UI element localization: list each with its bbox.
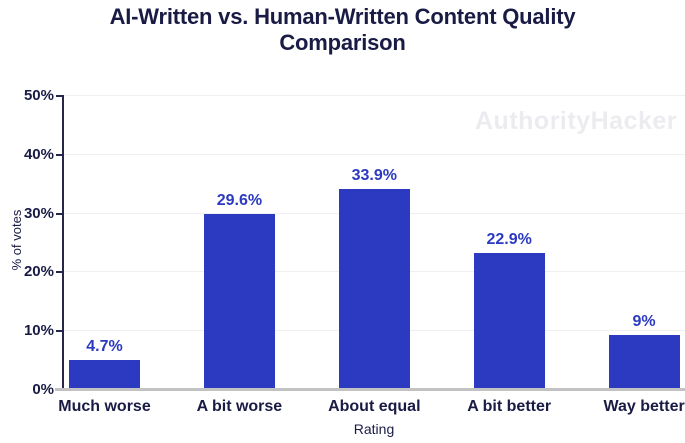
y-axis-line	[62, 95, 64, 391]
y-tick-label-40: 40%	[23, 145, 54, 163]
y-tick-label-50: 50%	[23, 87, 54, 104]
bar-value-label-way-better: 9%	[632, 313, 656, 331]
x-category-label-way-better: Way better	[603, 398, 685, 415]
y-tick-label-10: 10%	[23, 322, 54, 340]
plot-area: AuthorityHacker 4.7% 29.6% 33.9% 22.9% 9%	[56, 95, 685, 391]
x-category-label-a-bit-better: A bit better	[467, 398, 552, 415]
gridline-50	[63, 95, 685, 96]
chart-title-text: AI-Written vs. Human-Written Content Qua…	[109, 4, 576, 55]
bar-a-bit-worse	[203, 213, 275, 388]
bar-value-label-a-bit-worse: 29.6%	[216, 191, 263, 209]
y-axis-tick-50	[56, 95, 62, 97]
bar-much-worse	[69, 360, 140, 388]
bar-value-label-much-worse: 4.7%	[86, 338, 123, 356]
y-tick-label-30: 30%	[23, 204, 54, 222]
bar-a-bit-better	[473, 253, 545, 388]
bar-value-label-a-bit-better: 22.9%	[486, 231, 532, 249]
x-category-label-much-worse: Much worse	[58, 398, 151, 415]
y-axis-tick-20	[56, 271, 62, 274]
y-axis-tick-40	[56, 153, 62, 156]
watermark: AuthorityHacker	[475, 107, 677, 135]
x-axis-title: Rating	[353, 421, 395, 437]
y-tick-label-20: 20%	[23, 263, 54, 281]
x-category-label-about-equal: About equal	[328, 398, 421, 415]
x-category-label-a-bit-worse: A bit worse	[196, 398, 283, 415]
chart-title: AI-Written vs. Human-Written Content Qua…	[0, 4, 685, 56]
y-axis-title: % of votes	[9, 209, 24, 271]
bar-value-label-about-equal: 33.9%	[351, 166, 397, 184]
y-tick-label-0: 0%	[32, 381, 54, 398]
bar-way-better	[608, 335, 680, 388]
gridline-40	[63, 153, 685, 155]
x-axis-line	[55, 388, 685, 391]
y-axis-tick-10	[56, 330, 62, 333]
bar-about-equal	[338, 188, 410, 388]
y-axis-tick-30	[56, 212, 62, 215]
